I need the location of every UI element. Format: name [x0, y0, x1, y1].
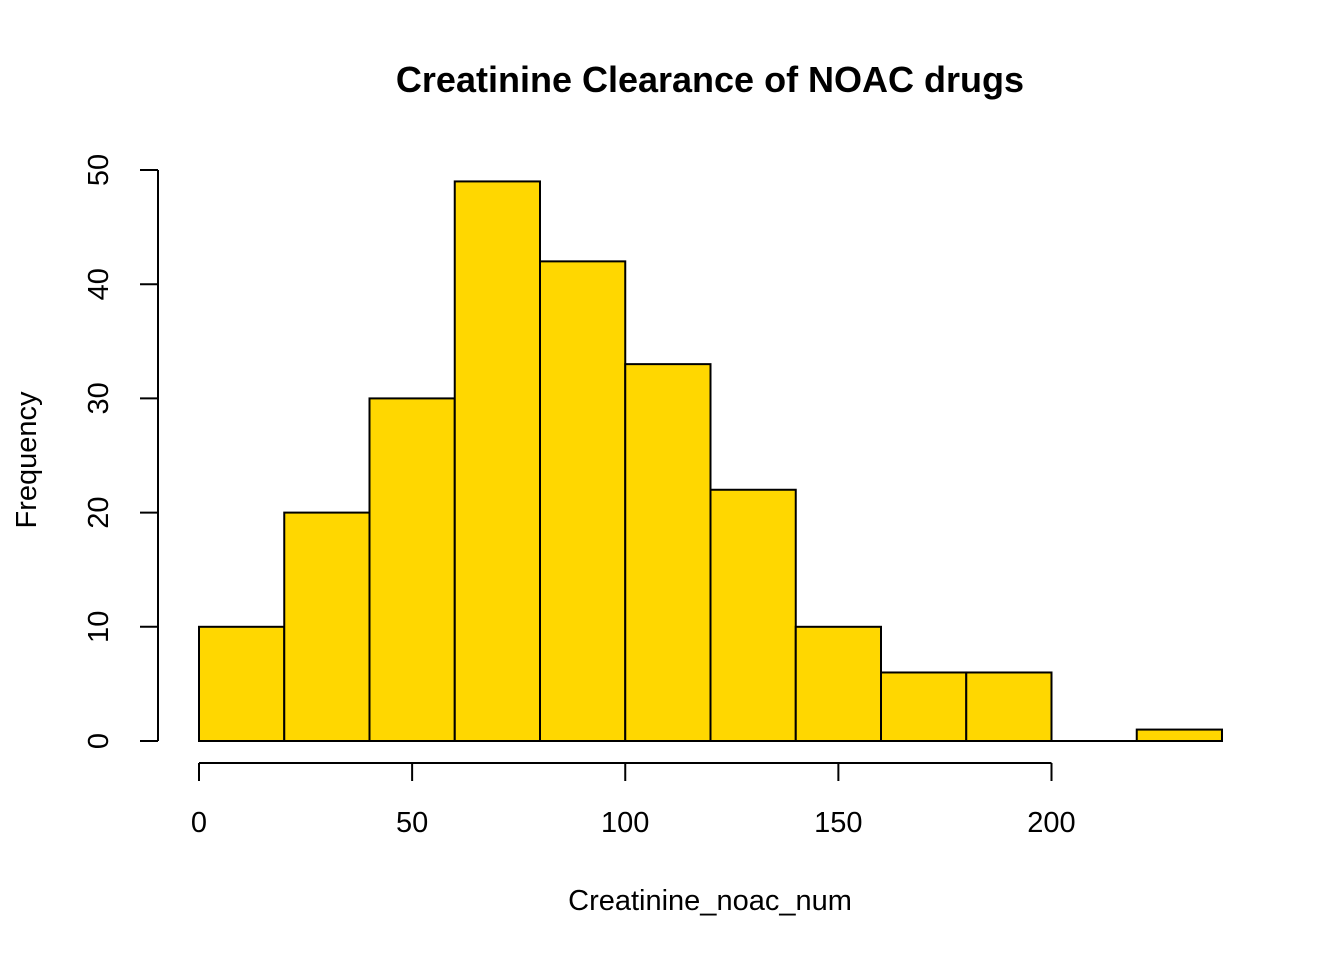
y-axis-label: Frequency [11, 391, 43, 529]
histogram-bar [283, 511, 371, 742]
y-tick-label: 40 [83, 268, 115, 300]
x-tick-label: 150 [814, 807, 862, 839]
x-tick-label: 200 [1027, 807, 1075, 839]
x-axis-label: Creatinine_noac_num [568, 885, 852, 917]
histogram-bar [880, 671, 968, 742]
histogram-bar [709, 488, 797, 743]
y-axis: 0 10 20 30 40 50 [83, 154, 159, 749]
histogram-bar [198, 625, 286, 742]
histogram-bar [794, 625, 882, 742]
x-tick-label: 50 [396, 807, 428, 839]
chart-title: Creatinine Clearance of NOAC drugs [396, 59, 1024, 100]
histogram-bar [368, 397, 456, 742]
y-tick-label: 10 [83, 611, 115, 643]
x-axis: 0 50 100 150 200 [191, 762, 1076, 839]
y-tick-label: 30 [83, 382, 115, 414]
x-tick-label: 100 [601, 807, 649, 839]
y-tick-label: 0 [83, 733, 115, 749]
bars-group [198, 180, 1223, 743]
histogram-bar [965, 671, 1053, 742]
x-tick-label: 0 [191, 807, 207, 839]
histogram-bar [624, 363, 712, 742]
histogram-bar [453, 180, 541, 743]
y-tick-label: 20 [83, 496, 115, 528]
histogram-bar [1135, 728, 1223, 743]
y-tick-label: 50 [83, 154, 115, 186]
histogram-bar [539, 260, 627, 742]
